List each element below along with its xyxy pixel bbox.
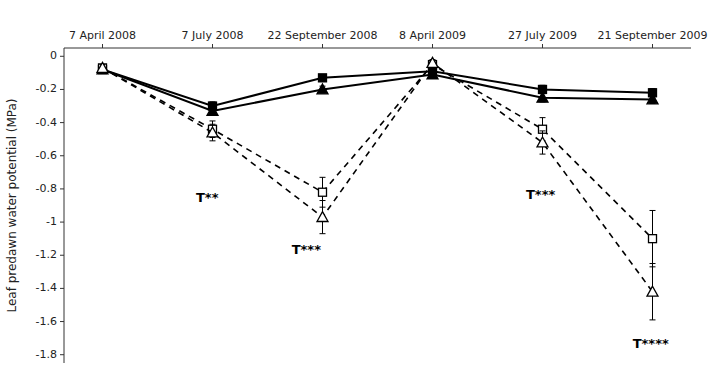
y-tick <box>60 288 64 289</box>
axes: 0 -0.2 -0.4 -0.6 -0.8 -1 -1.2 -1.4 -1.6 -1.8 7 Apr… <box>36 29 708 363</box>
error-bar-cap <box>540 117 546 118</box>
x-tick <box>322 44 323 48</box>
y-tick-label: -1.4 <box>36 281 57 294</box>
error-bar <box>320 75 326 82</box>
y-tick <box>60 89 64 90</box>
marker-triangle <box>647 94 658 104</box>
y-tick-label: -0.8 <box>36 182 57 195</box>
marker-triangle <box>207 127 218 137</box>
x-tick-label: 8 April 2009 <box>399 29 466 42</box>
marker-triangle <box>97 62 108 72</box>
x-tick <box>432 44 433 48</box>
y-tick <box>60 122 64 123</box>
marker-triangle <box>537 137 548 147</box>
annotation: T**** <box>633 336 669 351</box>
annotation: T*** <box>292 242 321 257</box>
x-tick-label: 7 July 2008 <box>182 29 244 42</box>
error-bar-cap <box>210 120 216 121</box>
chart: 0 -0.2 -0.4 -0.6 -0.8 -1 -1.2 -1.4 -1.6 -1.8 7 Apr… <box>0 0 717 377</box>
x-tick-label: 22 September 2008 <box>268 29 378 42</box>
y-tick-label: 0 <box>50 49 57 62</box>
y-tick-label: -0.6 <box>36 149 57 162</box>
series-line <box>103 70 653 111</box>
error-bar-cap <box>540 130 546 131</box>
y-tick <box>60 321 64 322</box>
series <box>99 66 657 111</box>
error-bar-cap <box>320 233 326 234</box>
y-tick-label: -1.2 <box>36 248 57 261</box>
x-tick <box>542 44 543 48</box>
error-bar-cap <box>540 154 546 155</box>
error-bar-cap <box>210 140 216 141</box>
marker-square <box>319 74 327 82</box>
series-line <box>103 65 653 239</box>
plot-area <box>97 57 658 319</box>
series <box>97 57 658 319</box>
marker-triangle <box>317 84 328 94</box>
x-tick <box>102 44 103 48</box>
x-tick <box>212 44 213 48</box>
error-bar <box>650 210 656 266</box>
series-line <box>103 63 653 292</box>
y-axis-line <box>64 48 65 363</box>
annotation: T** <box>196 190 219 205</box>
marker-triangle <box>537 92 548 102</box>
y-tick <box>60 56 64 57</box>
error-bar-cap <box>210 124 216 125</box>
x-tick-label: 7 April 2008 <box>69 29 136 42</box>
x-axis-line <box>64 48 691 49</box>
y-tick-label: -1.8 <box>36 348 57 361</box>
y-tick-label: -1 <box>46 215 57 228</box>
error-bar-cap <box>320 177 326 178</box>
annotations: T** T*** T*** T**** <box>196 187 669 351</box>
annotation: T*** <box>526 187 555 202</box>
error-bar-cap <box>320 200 326 201</box>
error-bar-cap <box>650 210 656 211</box>
series <box>99 61 657 267</box>
marker-triangle <box>207 106 218 116</box>
error-bar-cap <box>650 263 656 264</box>
marker-square <box>649 235 657 243</box>
y-tick-label: -0.4 <box>36 116 57 129</box>
y-tick <box>60 155 64 156</box>
y-tick-label: -0.2 <box>36 82 57 95</box>
x-tick-label: 21 September 2009 <box>598 29 708 42</box>
y-tick-label: -1.6 <box>36 315 57 328</box>
marker-triangle <box>647 286 658 296</box>
y-tick <box>60 255 64 256</box>
series <box>97 64 658 115</box>
y-tick <box>60 222 64 223</box>
x-tick <box>652 44 653 48</box>
marker-triangle <box>427 69 438 79</box>
y-tick <box>60 188 64 189</box>
marker-triangle <box>317 212 328 222</box>
marker-triangle <box>427 57 438 67</box>
error-bar-cap <box>650 319 656 320</box>
x-tick-label: 27 July 2009 <box>508 29 577 42</box>
marker-square <box>319 188 327 196</box>
y-tick <box>60 354 64 355</box>
y-axis-label: Leaf predawn water potential (MPa) <box>5 98 19 312</box>
